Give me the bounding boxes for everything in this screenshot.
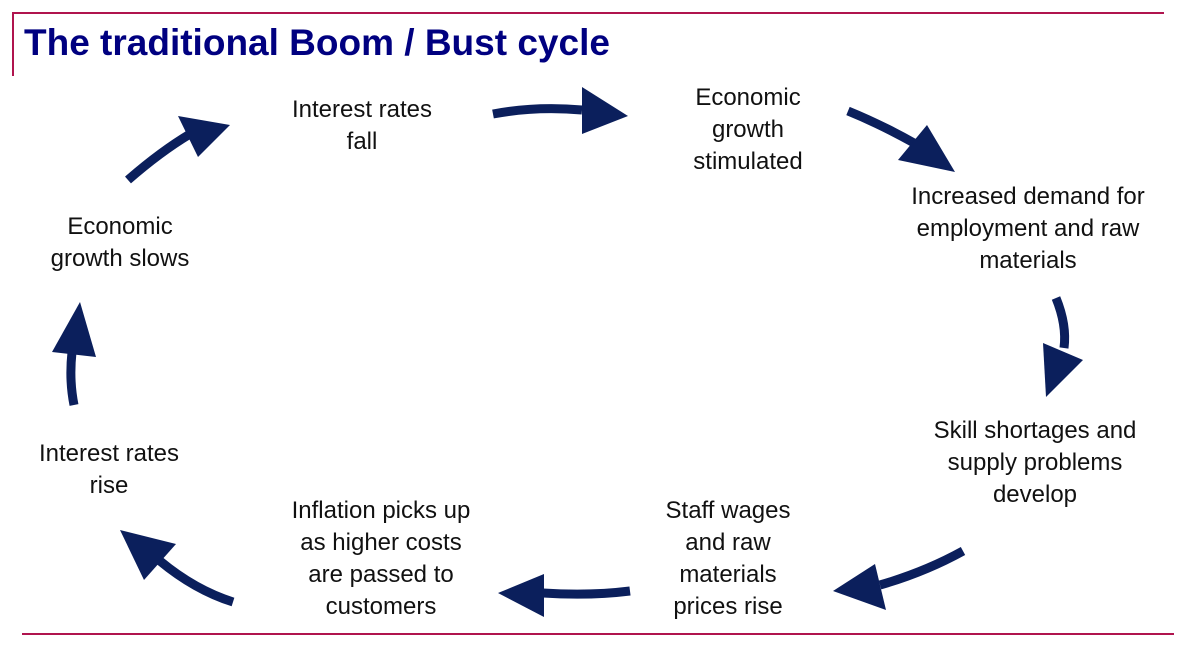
step-inflation-picks-up: Inflation picks up as higher costs are p… bbox=[291, 497, 471, 620]
arrow-demand-to-shortages-icon bbox=[1043, 296, 1083, 397]
step-increased-demand: Increased demand for employment and raw … bbox=[911, 183, 1145, 274]
step-economic-growth-slows: Economic growth slows bbox=[50, 213, 190, 272]
step-skill-shortages: Skill shortages and supply problems deve… bbox=[933, 417, 1137, 508]
step-economic-growth-stimulated: Economic growth stimulated bbox=[693, 84, 803, 175]
step-interest-rates-fall: Interest rates fall bbox=[291, 96, 433, 155]
top-rule bbox=[12, 12, 1164, 14]
bottom-rule bbox=[22, 633, 1174, 635]
arrow-wages-to-inflation-icon bbox=[498, 574, 631, 617]
arrow-rates-rise-to-slows-icon bbox=[52, 302, 96, 406]
arrow-slows-to-rates-fall-icon bbox=[125, 116, 230, 184]
arrow-stimulated-to-demand-icon bbox=[846, 106, 955, 172]
left-rule bbox=[12, 12, 14, 76]
arrow-fall-to-stimulated-icon bbox=[492, 87, 628, 134]
arrow-shortages-to-wages-icon bbox=[833, 547, 966, 610]
step-staff-wages-rise: Staff wages and raw materials prices ris… bbox=[665, 497, 791, 620]
arrow-inflation-to-rates-rise-icon bbox=[120, 530, 235, 607]
page-title: The traditional Boom / Bust cycle bbox=[24, 22, 610, 63]
step-interest-rates-rise: Interest rates rise bbox=[38, 440, 180, 499]
